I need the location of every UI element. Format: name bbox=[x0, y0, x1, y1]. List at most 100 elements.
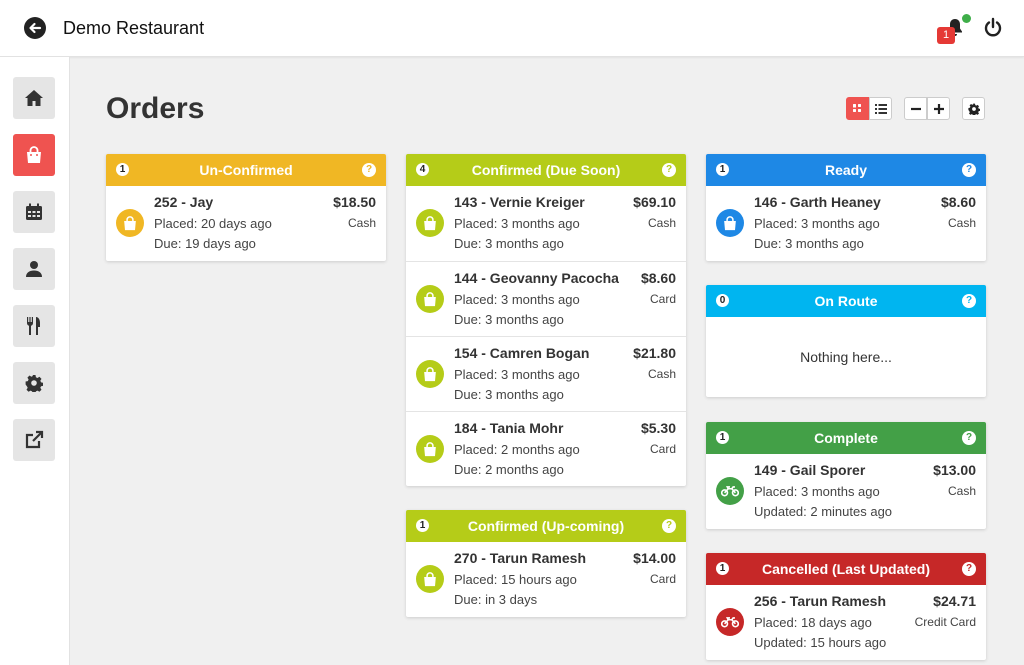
panel-header: 1 Un-Confirmed? bbox=[106, 154, 386, 186]
online-status-dot bbox=[962, 14, 971, 23]
top-bar: Demo Restaurant 1 bbox=[0, 0, 1024, 57]
home-icon bbox=[25, 90, 43, 106]
user-icon bbox=[26, 261, 42, 277]
zoom-out-button[interactable] bbox=[904, 97, 927, 120]
order-due-time: Due: in 3 days bbox=[454, 592, 538, 607]
sidebar-item-settings[interactable] bbox=[13, 362, 55, 404]
sidebar-item-customers[interactable] bbox=[13, 248, 55, 290]
sidebar-item-home[interactable] bbox=[13, 77, 55, 119]
order-name: 184 - Tania Mohr bbox=[454, 420, 564, 436]
gear-icon bbox=[25, 375, 43, 392]
help-icon[interactable]: ? bbox=[962, 163, 976, 177]
order-card[interactable]: 154 - Camren Bogan Placed: 3 months ago Du… bbox=[406, 336, 686, 411]
order-card[interactable]: 146 - Garth Heaney Placed: 3 months ago Du… bbox=[706, 186, 986, 261]
order-name: 143 - Vernie Kreiger bbox=[454, 194, 585, 210]
order-name: 149 - Gail Sporer bbox=[754, 462, 866, 478]
motorcycle-icon bbox=[716, 477, 744, 505]
sidebar-item-orders[interactable] bbox=[13, 134, 55, 176]
order-placed-time: Placed: 2 months ago bbox=[454, 442, 580, 457]
order-card[interactable]: 256 - Tarun Ramesh Placed: 18 days ago Upd… bbox=[706, 585, 986, 660]
order-placed-time: Placed: 3 months ago bbox=[754, 216, 880, 231]
order-payment-method: Cash bbox=[947, 484, 976, 498]
order-due-time: Due: 3 months ago bbox=[754, 236, 864, 251]
order-card[interactable]: 144 - Geovanny Pacocha Placed: 3 months a… bbox=[406, 261, 686, 336]
order-payment-method: Cash bbox=[347, 216, 376, 230]
order-name: 154 - Camren Bogan bbox=[454, 345, 590, 361]
shopping-bag-icon bbox=[416, 435, 444, 463]
panel-title: Confirmed (Due Soon) bbox=[471, 162, 621, 178]
order-card[interactable]: 184 - Tania Mohr Placed: 2 months ago Due:… bbox=[406, 411, 686, 486]
order-card[interactable]: 270 - Tarun Ramesh Placed: 15 hours ago Du… bbox=[406, 542, 686, 617]
order-price: $13.00 bbox=[933, 462, 976, 478]
shopping-bag-icon bbox=[116, 209, 144, 237]
unconfirmed-panel: 1 Un-Confirmed? 252 - Jay Placed: 20 days a… bbox=[106, 154, 386, 261]
order-name: 256 - Tarun Ramesh bbox=[754, 593, 887, 609]
app-title: Demo Restaurant bbox=[63, 18, 205, 38]
panel-header: 1 Confirmed (Up-coming)? bbox=[406, 510, 686, 542]
minus-icon bbox=[910, 107, 921, 110]
order-list: 256 - Tarun Ramesh Placed: 18 days ago Upd… bbox=[706, 585, 986, 660]
panel-title: On Route bbox=[814, 293, 878, 309]
help-icon[interactable]: ? bbox=[962, 431, 976, 445]
gear-icon bbox=[967, 103, 980, 115]
zoom-in-button[interactable] bbox=[927, 97, 950, 120]
sidebar bbox=[0, 57, 70, 665]
power-icon[interactable] bbox=[981, 16, 1005, 40]
order-card[interactable]: 143 - Vernie Kreiger Placed: 3 months ago… bbox=[406, 186, 686, 261]
plus-icon bbox=[933, 103, 944, 114]
order-payment-method: Cash bbox=[947, 216, 976, 230]
order-card[interactable]: 252 - Jay Placed: 20 days ago Due: 19 days… bbox=[106, 186, 386, 261]
help-icon[interactable]: ? bbox=[662, 519, 676, 533]
order-name: 146 - Garth Heaney bbox=[754, 194, 881, 210]
order-payment-method: Credit Card bbox=[914, 615, 976, 629]
back-arrow-icon[interactable] bbox=[24, 17, 46, 39]
order-due-time: Due: 3 months ago bbox=[454, 387, 564, 402]
shopping-bag-icon bbox=[27, 146, 41, 163]
shopping-bag-icon bbox=[416, 360, 444, 388]
order-placed-time: Placed: 3 months ago bbox=[454, 216, 580, 231]
help-icon[interactable]: ? bbox=[662, 163, 676, 177]
order-placed-time: Placed: 20 days ago bbox=[154, 216, 272, 231]
order-due-time: Updated: 2 minutes ago bbox=[754, 504, 893, 519]
sidebar-item-calendar[interactable] bbox=[13, 191, 55, 233]
order-due-time: Due: 19 days ago bbox=[154, 236, 256, 251]
order-payment-method: Card bbox=[649, 572, 676, 586]
order-price: $14.00 bbox=[633, 550, 676, 566]
order-count-badge: 1 bbox=[716, 431, 729, 444]
shopping-bag-icon bbox=[416, 209, 444, 237]
order-name: 270 - Tarun Ramesh bbox=[454, 550, 587, 566]
external-link-icon bbox=[25, 430, 44, 449]
motorcycle-icon bbox=[716, 608, 744, 636]
help-icon[interactable]: ? bbox=[362, 163, 376, 177]
help-icon[interactable]: ? bbox=[962, 562, 976, 576]
panel-header: 0 On Route? bbox=[706, 285, 986, 317]
board-settings-button[interactable] bbox=[962, 97, 985, 120]
list-icon bbox=[874, 103, 887, 114]
order-price: $8.60 bbox=[940, 194, 976, 210]
order-payment-method: Card bbox=[649, 292, 676, 306]
sidebar-item-external[interactable] bbox=[13, 419, 55, 461]
order-card[interactable]: 149 - Gail Sporer Placed: 3 months ago Upd… bbox=[706, 454, 986, 529]
shopping-bag-icon bbox=[416, 565, 444, 593]
sidebar-item-menu[interactable] bbox=[13, 305, 55, 347]
order-list: 270 - Tarun Ramesh Placed: 15 hours ago Du… bbox=[406, 542, 686, 617]
order-list: 252 - Jay Placed: 20 days ago Due: 19 days… bbox=[106, 186, 386, 261]
order-count-badge: 4 bbox=[416, 163, 429, 176]
order-count-badge: 0 bbox=[716, 294, 729, 307]
order-due-time: Due: 3 months ago bbox=[454, 312, 564, 327]
order-price: $69.10 bbox=[633, 194, 676, 210]
notification-badge: 1 bbox=[937, 27, 955, 44]
order-name: 252 - Jay bbox=[154, 194, 214, 210]
order-count-badge: 1 bbox=[716, 562, 729, 575]
order-count-badge: 1 bbox=[416, 519, 429, 532]
order-price: $24.71 bbox=[933, 593, 976, 609]
order-count-badge: 1 bbox=[116, 163, 129, 176]
list-view-button[interactable] bbox=[869, 97, 892, 120]
grid-view-button[interactable] bbox=[846, 97, 869, 120]
ready-panel: 1 Ready? 146 - Garth Heaney Placed: 3 month… bbox=[706, 154, 986, 261]
order-count-badge: 1 bbox=[716, 163, 729, 176]
panel-header: 1 Complete? bbox=[706, 422, 986, 454]
help-icon[interactable]: ? bbox=[962, 294, 976, 308]
panel-title: Un-Confirmed bbox=[199, 162, 293, 178]
panel-header: 4 Confirmed (Due Soon)? bbox=[406, 154, 686, 186]
